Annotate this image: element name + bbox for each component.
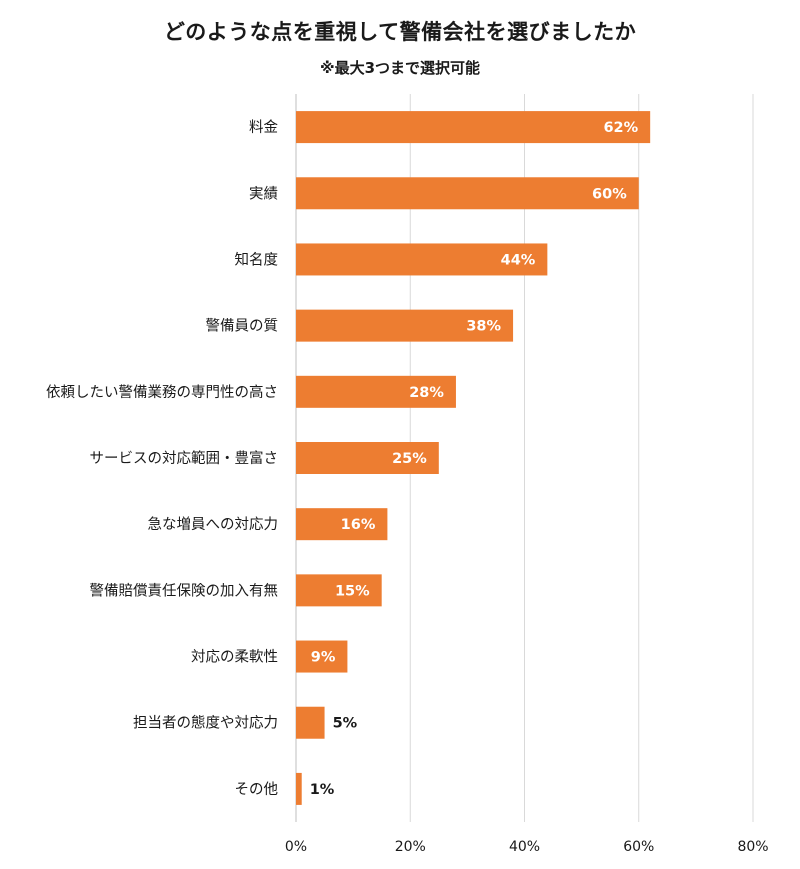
x-tick-label: 60% [623,839,654,855]
category-label: 料金 [249,119,278,136]
bar [296,309,514,342]
data-label: 15% [335,583,370,599]
bar [296,177,639,210]
x-tick-label: 20% [395,839,426,855]
bar [296,243,548,276]
bar [296,508,388,541]
data-label: 60% [592,186,627,202]
data-label: 5% [333,716,358,732]
x-tick-label: 0% [285,839,307,855]
category-label: 対応の柔軟性 [191,649,278,666]
data-label: 16% [341,517,376,533]
category-label: 知名度 [235,251,279,268]
category-label: 警備員の質 [206,317,279,335]
bar [296,442,439,474]
x-tick-label: 80% [737,839,768,855]
x-tick-label: 40% [509,839,540,855]
category-label: その他 [235,781,279,798]
data-label: 44% [501,252,536,268]
category-label: サービスの対応範囲・豊富さ [90,449,279,467]
category-label: 警備賠償責任保険の加入有無 [90,582,279,599]
bar [296,375,456,408]
bar [296,640,348,673]
category-label: 依頼したい警備業務の専門性の高さ [46,384,278,401]
bar [296,772,302,805]
category-label: 担当者の態度や対応力 [133,715,278,732]
data-label: 1% [310,782,335,798]
chart-title: どのような点を重視して警備会社を選びましたか [163,20,637,44]
chart-subtitle: ※最大3つまで選択可能 [319,59,481,77]
data-label: 9% [311,650,336,666]
data-label: 28% [409,385,444,401]
bar [296,706,325,739]
bar [296,574,382,607]
data-label: 38% [466,319,501,335]
category-label: 急な増員への対応力 [148,516,279,533]
bar [296,111,651,144]
category-label: 実績 [249,185,278,202]
data-label: 62% [603,120,638,136]
data-label: 25% [392,451,427,467]
